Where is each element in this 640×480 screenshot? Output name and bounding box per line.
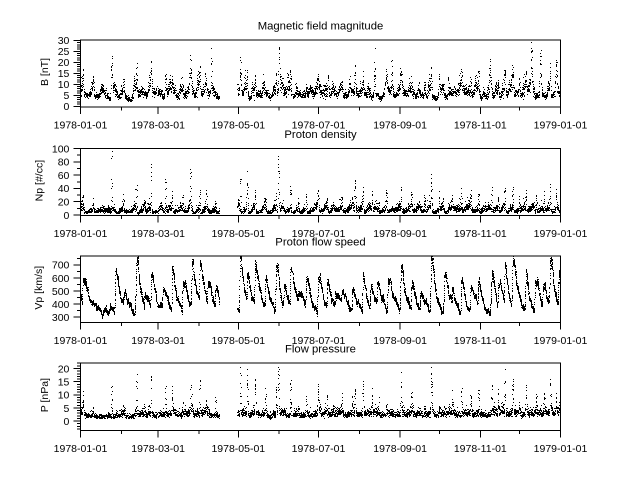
svg-text:1978-03-01: 1978-03-01 — [131, 335, 185, 347]
svg-text:1978-05-01: 1978-05-01 — [211, 335, 265, 347]
svg-text:1978-09-01: 1978-09-01 — [373, 443, 427, 455]
svg-text:0: 0 — [64, 101, 70, 113]
svg-text:1978-01-01: 1978-01-01 — [54, 120, 108, 132]
svg-text:30: 30 — [58, 35, 70, 47]
svg-text:1978-11-01: 1978-11-01 — [454, 335, 507, 347]
svg-text:80: 80 — [58, 157, 70, 169]
svg-text:1978-05-01: 1978-05-01 — [211, 443, 265, 455]
svg-text:1978-03-01: 1978-03-01 — [131, 228, 185, 240]
svg-text:1978-07-01: 1978-07-01 — [292, 335, 346, 347]
svg-text:1978-09-01: 1978-09-01 — [373, 120, 427, 132]
svg-text:1978-05-01: 1978-05-01 — [211, 120, 265, 132]
svg-text:Np [#/cc]: Np [#/cc] — [33, 160, 45, 202]
svg-text:1978-09-01: 1978-09-01 — [373, 335, 427, 347]
svg-text:Flow pressure: Flow pressure — [285, 344, 356, 356]
svg-text:15: 15 — [58, 68, 70, 80]
svg-text:1979-01-01: 1979-01-01 — [534, 120, 588, 132]
svg-text:1978-11-01: 1978-11-01 — [454, 228, 507, 240]
svg-text:15: 15 — [58, 377, 70, 389]
svg-text:20: 20 — [58, 57, 70, 69]
svg-text:1978-11-01: 1978-11-01 — [454, 443, 507, 455]
svg-text:20: 20 — [58, 363, 70, 375]
svg-text:20: 20 — [58, 197, 70, 209]
svg-text:1979-01-01: 1979-01-01 — [534, 335, 588, 347]
svg-text:10: 10 — [58, 79, 70, 91]
svg-text:600: 600 — [52, 273, 70, 285]
svg-text:1978-01-01: 1978-01-01 — [54, 228, 108, 240]
svg-text:500: 500 — [52, 286, 70, 298]
svg-text:Vp [km/s]: Vp [km/s] — [33, 266, 45, 310]
svg-text:700: 700 — [52, 260, 70, 272]
svg-text:1979-01-01: 1979-01-01 — [534, 443, 588, 455]
svg-text:100: 100 — [52, 143, 70, 155]
svg-text:0: 0 — [64, 416, 70, 428]
svg-text:10: 10 — [58, 390, 70, 402]
svg-text:1978-01-01: 1978-01-01 — [54, 443, 108, 455]
svg-text:300: 300 — [52, 312, 70, 324]
svg-text:1978-03-01: 1978-03-01 — [131, 443, 185, 455]
svg-text:Proton flow speed: Proton flow speed — [275, 237, 365, 249]
svg-text:1978-09-01: 1978-09-01 — [373, 228, 427, 240]
svg-text:40: 40 — [58, 183, 70, 195]
svg-text:B [nT]: B [nT] — [39, 58, 51, 86]
svg-text:1979-01-01: 1979-01-01 — [534, 228, 588, 240]
svg-text:0: 0 — [64, 210, 70, 222]
svg-text:P [nPa]: P [nPa] — [39, 378, 51, 412]
svg-text:5: 5 — [64, 90, 70, 102]
svg-text:400: 400 — [52, 299, 70, 311]
svg-text:60: 60 — [58, 170, 70, 182]
svg-text:1978-03-01: 1978-03-01 — [131, 120, 185, 132]
svg-text:Magnetic field magnitude: Magnetic field magnitude — [258, 21, 384, 33]
svg-text:1978-05-01: 1978-05-01 — [211, 228, 265, 240]
svg-text:1978-07-01: 1978-07-01 — [292, 120, 346, 132]
svg-text:1978-01-01: 1978-01-01 — [54, 335, 108, 347]
svg-text:1978-07-01: 1978-07-01 — [292, 443, 346, 455]
svg-text:1978-07-01: 1978-07-01 — [292, 228, 346, 240]
svg-text:Proton density: Proton density — [284, 129, 357, 141]
svg-text:5: 5 — [64, 403, 70, 415]
svg-text:1978-11-01: 1978-11-01 — [454, 120, 507, 132]
svg-text:25: 25 — [58, 46, 70, 58]
